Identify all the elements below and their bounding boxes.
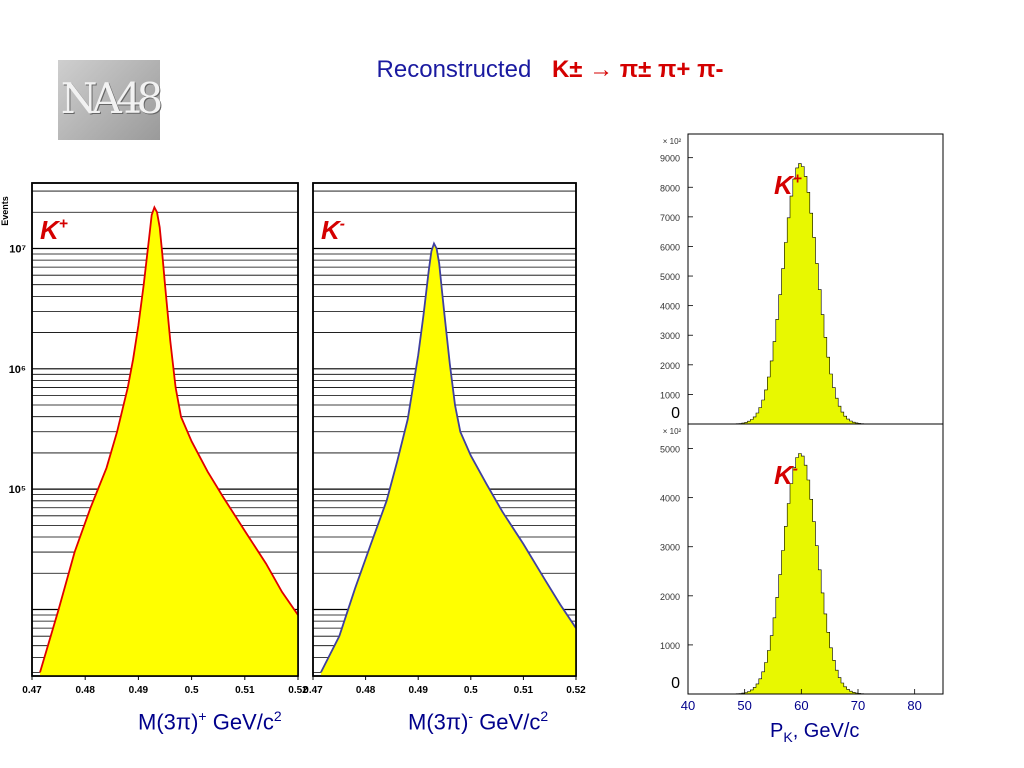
caption-mass-kplus-rest: GeV/c	[206, 709, 274, 735]
caption-mass-kminus: M(3π)- GeV/c2	[408, 708, 548, 735]
x-tick-label: 0.49	[129, 685, 149, 696]
x-tick-label: 40	[681, 698, 695, 713]
title-prefix: Reconstructed	[376, 56, 532, 83]
y-tick-label: 4000	[660, 302, 680, 312]
logo-text: NA48	[60, 74, 164, 123]
x-tick-label: 0.5	[185, 685, 199, 696]
x-tick-label: 0.48	[356, 685, 376, 696]
plot-border-0	[31, 182, 299, 677]
y-tick-label: 0	[671, 675, 680, 692]
y-tick-label: 5000	[660, 272, 680, 282]
x-tick-label: 0.47	[303, 685, 323, 696]
y-tick-label: 9000	[660, 154, 680, 164]
plot-border-1	[312, 182, 577, 677]
caption-mass-kplus-base: M(3π)	[138, 709, 199, 735]
caption-mass-kplus-sup: +	[198, 708, 207, 724]
y-tick-label: 2000	[660, 361, 680, 371]
page-title: Reconstructed K± → π± π+ π-	[0, 56, 1024, 84]
y-tick-label: 3000	[660, 543, 680, 553]
caption-momentum-rest: , GeV/c	[792, 720, 860, 742]
x-tick-label: 80	[907, 698, 921, 713]
mass-outline-0	[39, 205, 299, 673]
caption-mass-kminus-exp: 2	[540, 708, 549, 724]
hist-label-3: K-	[774, 460, 798, 490]
caption-momentum: PK, GeV/c	[770, 720, 859, 745]
y-tick-label: 4000	[660, 494, 680, 504]
caption-mass-kplus-exp: 2	[273, 708, 282, 724]
y-tick-label: 10⁵	[9, 484, 26, 496]
x-tick-label: 0.52	[566, 685, 586, 696]
scale-label: × 10²	[663, 427, 682, 436]
x-tick-label: 0.47	[22, 685, 42, 696]
title-reaction: K± → π± π+ π-	[551, 56, 724, 83]
scale-label: × 10²	[663, 137, 682, 146]
caption-mass-kminus-rest: GeV/c	[473, 709, 541, 735]
y-tick-label: 5000	[660, 445, 680, 455]
hist-border-3	[687, 423, 944, 695]
x-tick-label: 60	[794, 698, 808, 713]
caption-mass-kminus-base: M(3π)	[408, 709, 469, 735]
caption-mass-kplus: M(3π)+ GeV/c2	[138, 708, 282, 735]
y-tick-label: 2000	[660, 592, 680, 602]
x-tick-label: 70	[851, 698, 865, 713]
na48-logo: NA48	[58, 60, 164, 140]
caption-momentum-sub: K	[783, 729, 793, 745]
y-tick-label: 10⁶	[9, 364, 26, 376]
y-tick-label: 1000	[660, 641, 680, 651]
plot-label-0: K+	[40, 215, 68, 245]
y-tick-label: 0	[671, 405, 680, 422]
x-tick-label: 0.49	[408, 685, 428, 696]
mass-outline-1	[320, 241, 577, 673]
y-tick-label: 1000	[660, 390, 680, 400]
y-tick-label: 6000	[660, 242, 680, 252]
x-tick-label: 0.52	[288, 685, 308, 696]
x-tick-label: 50	[737, 698, 751, 713]
hist-label-2: K+	[774, 170, 802, 200]
caption-mass-kminus-sup: -	[468, 708, 474, 724]
y-tick-label: 10⁷	[9, 243, 26, 255]
caption-momentum-base: P	[770, 720, 784, 742]
mass-area-1	[320, 243, 576, 676]
x-tick-label: 0.51	[514, 685, 534, 696]
x-tick-label: 0.5	[464, 685, 478, 696]
y-tick-label: 8000	[660, 183, 680, 193]
plot-label-1: K-	[321, 215, 345, 245]
y-tick-label: 7000	[660, 213, 680, 223]
x-tick-label: 0.48	[75, 685, 95, 696]
mass-area-0	[39, 207, 298, 677]
y-tick-label: 3000	[660, 331, 680, 341]
x-tick-label: 0.51	[235, 685, 255, 696]
y-axis-label: Events	[0, 196, 10, 226]
